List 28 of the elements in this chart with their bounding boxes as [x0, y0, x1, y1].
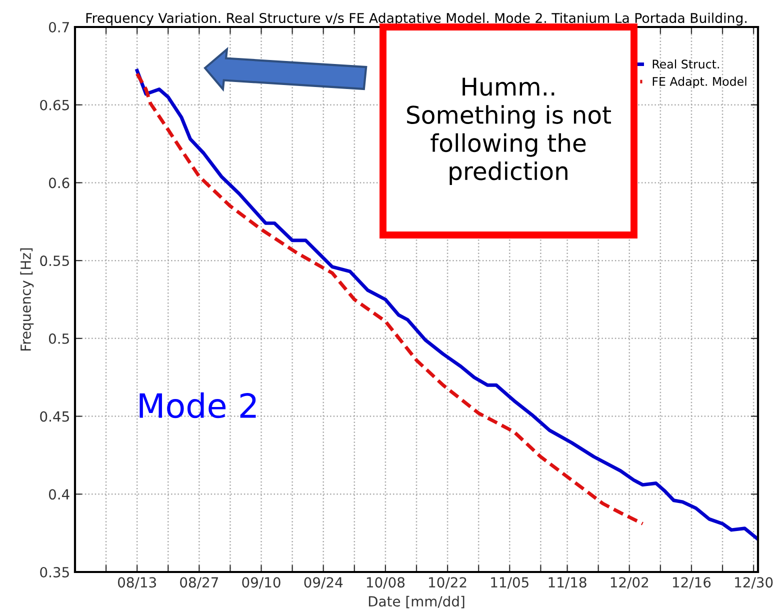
x-tick-label: 10/08: [366, 577, 405, 589]
x-tick-label: 12/30: [735, 577, 773, 589]
x-tick-label: 08/27: [180, 577, 218, 589]
legend-label: FE Adapt. Model: [652, 76, 746, 88]
y-tick-label: 0.6: [48, 178, 70, 188]
x-tick-label: 08/13: [118, 577, 156, 589]
y-tick-label: 0.4: [48, 489, 70, 500]
annotation: Mode 2: [140, 392, 256, 418]
chart-title: Frequency Variation. Real Structure v/s FE Adaptative Model. Mode 2. Titanium La Portada Building.: [86, 12, 746, 26]
y-tick-label: 0.55: [40, 256, 69, 266]
x-tick-label: 09/24: [304, 577, 343, 589]
annotation: Humm.. Something is not following the prediction: [407, 78, 611, 185]
y-axis-title: Frequency [Hz]: [20, 248, 34, 351]
y-tick-label: 0.45: [40, 411, 69, 422]
x-tick-label: 11/05: [491, 577, 528, 589]
y-tick-label: 0.65: [40, 100, 69, 110]
y-tick-label: 0.7: [48, 22, 69, 32]
x-tick-label: 12/02: [610, 577, 648, 589]
x-axis-title: Date [mm/dd]: [368, 596, 464, 608]
x-tick-label: 11/18: [548, 577, 586, 589]
x-tick-label: 09/10: [242, 577, 280, 589]
line-series: [135, 68, 758, 542]
legend-label: Real Struct.: [652, 59, 719, 69]
x-tick-label: 10/22: [429, 577, 466, 589]
y-tick-label: 0.5: [48, 333, 69, 344]
line-series: [135, 72, 644, 526]
y-tick-label: 0.35: [40, 566, 69, 578]
x-tick-label: 12/16: [672, 577, 711, 589]
